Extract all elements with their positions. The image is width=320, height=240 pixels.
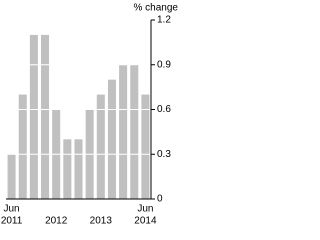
bar bbox=[74, 139, 83, 199]
bar bbox=[130, 64, 139, 199]
bar bbox=[141, 94, 150, 199]
x-tick-label: 2011 bbox=[1, 216, 23, 227]
bar bbox=[41, 34, 50, 199]
bar bbox=[119, 64, 128, 199]
y-tick-label: 0.6 bbox=[157, 104, 171, 115]
x-tick-label: 2012 bbox=[45, 216, 68, 227]
x-tick-label: Jun bbox=[4, 204, 20, 215]
x-tick-label: Jun bbox=[137, 204, 153, 215]
bar bbox=[29, 34, 38, 199]
y-tick-label: 0 bbox=[157, 194, 163, 205]
bar bbox=[107, 79, 116, 199]
y-tick-label: 0.3 bbox=[157, 149, 171, 160]
bar bbox=[96, 94, 105, 199]
bar bbox=[18, 94, 27, 199]
y-axis-label: % change bbox=[134, 3, 179, 14]
bar bbox=[7, 154, 16, 199]
y-tick-label: 0.9 bbox=[157, 59, 171, 70]
y-tick-label: 1.2 bbox=[157, 15, 171, 26]
bar bbox=[63, 139, 72, 199]
x-tick-label: 2013 bbox=[90, 216, 113, 227]
x-tick-label: 2014 bbox=[134, 216, 157, 227]
